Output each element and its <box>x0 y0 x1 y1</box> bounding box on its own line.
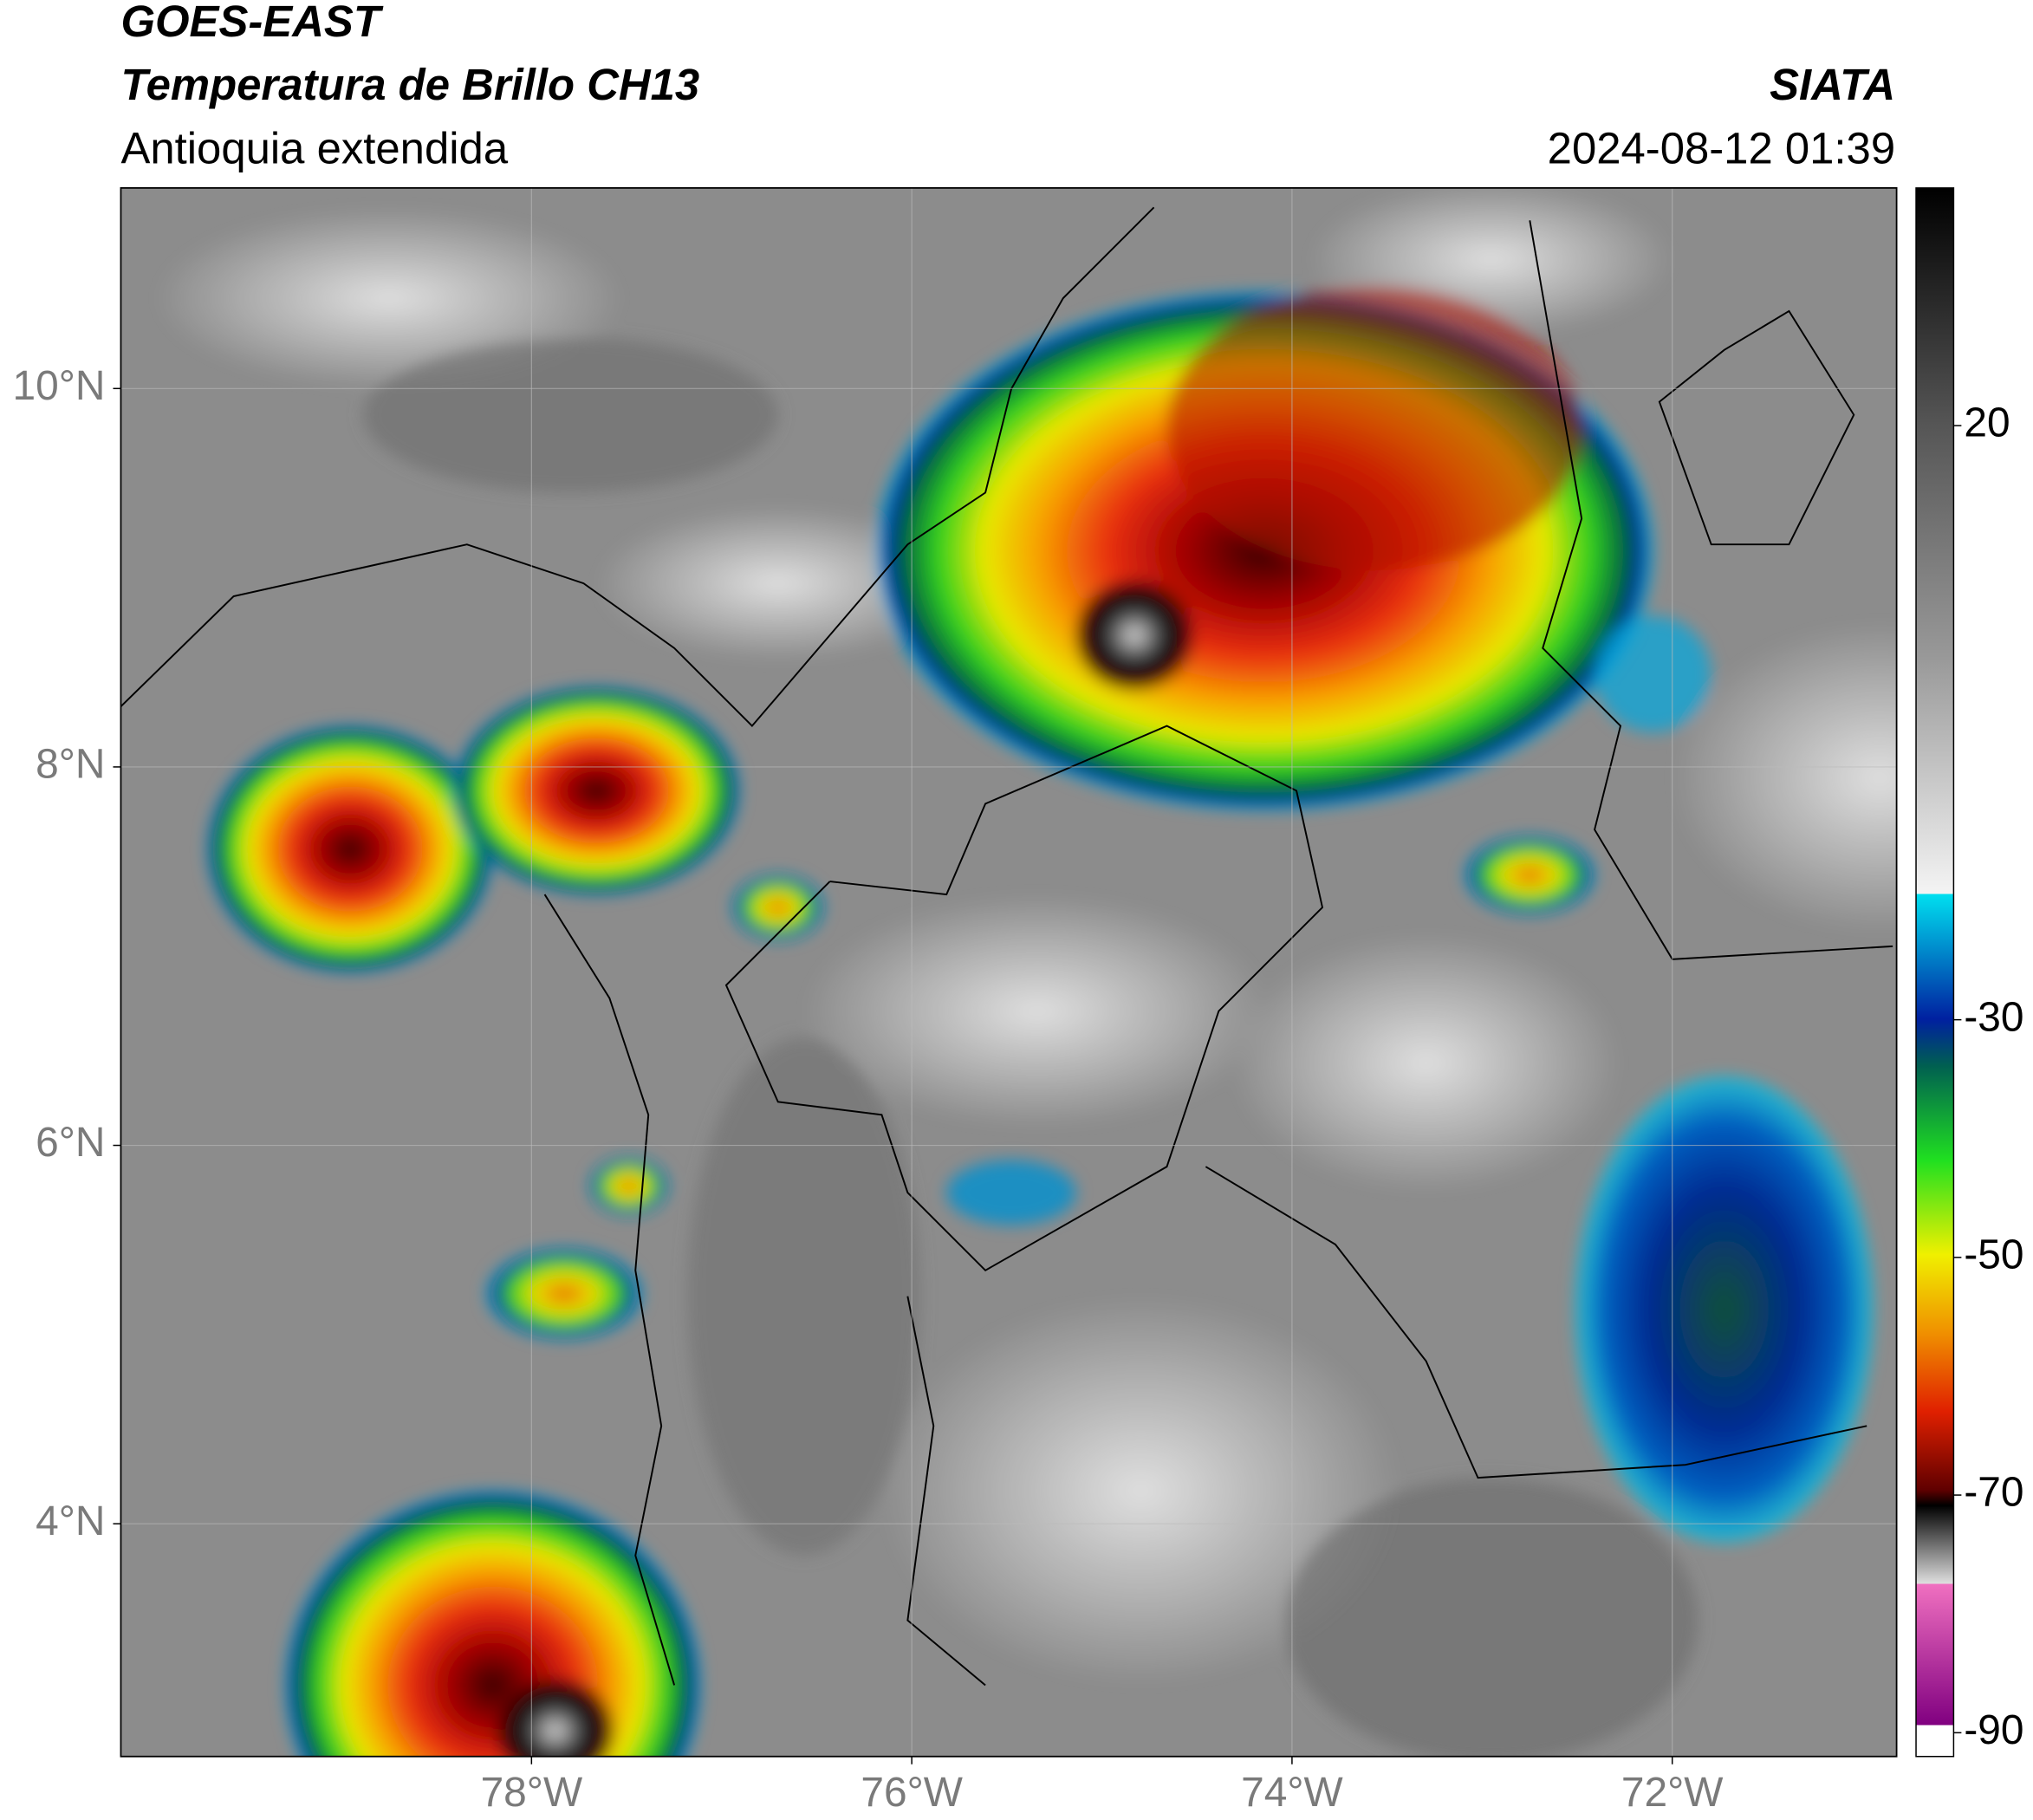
colorbar-tick-label: -70 <box>1964 1470 2023 1516</box>
y-tick-label: 8°N <box>36 742 105 788</box>
y-tick-label: 10°N <box>13 363 106 409</box>
timestamp: 2024-08-12 01:39 <box>1548 123 1895 172</box>
colorbar-tick-label: -30 <box>1964 994 2023 1040</box>
colorbar <box>1915 187 1955 1758</box>
map-frame <box>120 186 1898 1758</box>
y-tick-label: 4°N <box>36 1498 105 1544</box>
colorbar-tick-label: 20 <box>1964 400 2010 446</box>
grid <box>120 187 1897 1757</box>
satellite-image <box>120 187 1897 1757</box>
x-tick-label: 74°W <box>1241 1770 1343 1816</box>
x-tick-label: 78°W <box>481 1770 583 1816</box>
region: Antioquia extendida <box>120 123 508 172</box>
source: SIATA <box>1770 60 1895 109</box>
y-tick-label: 6°N <box>36 1120 105 1166</box>
x-tick-label: 76°W <box>861 1770 963 1816</box>
colorbar-tick-label: -90 <box>1964 1707 2023 1753</box>
colorbar-tick-label: -50 <box>1964 1232 2023 1277</box>
title: GOES-EAST <box>120 0 383 46</box>
x-tick-label: 72°W <box>1621 1770 1724 1816</box>
subtitle: Temperatura de Brillo CH13 <box>120 60 699 109</box>
